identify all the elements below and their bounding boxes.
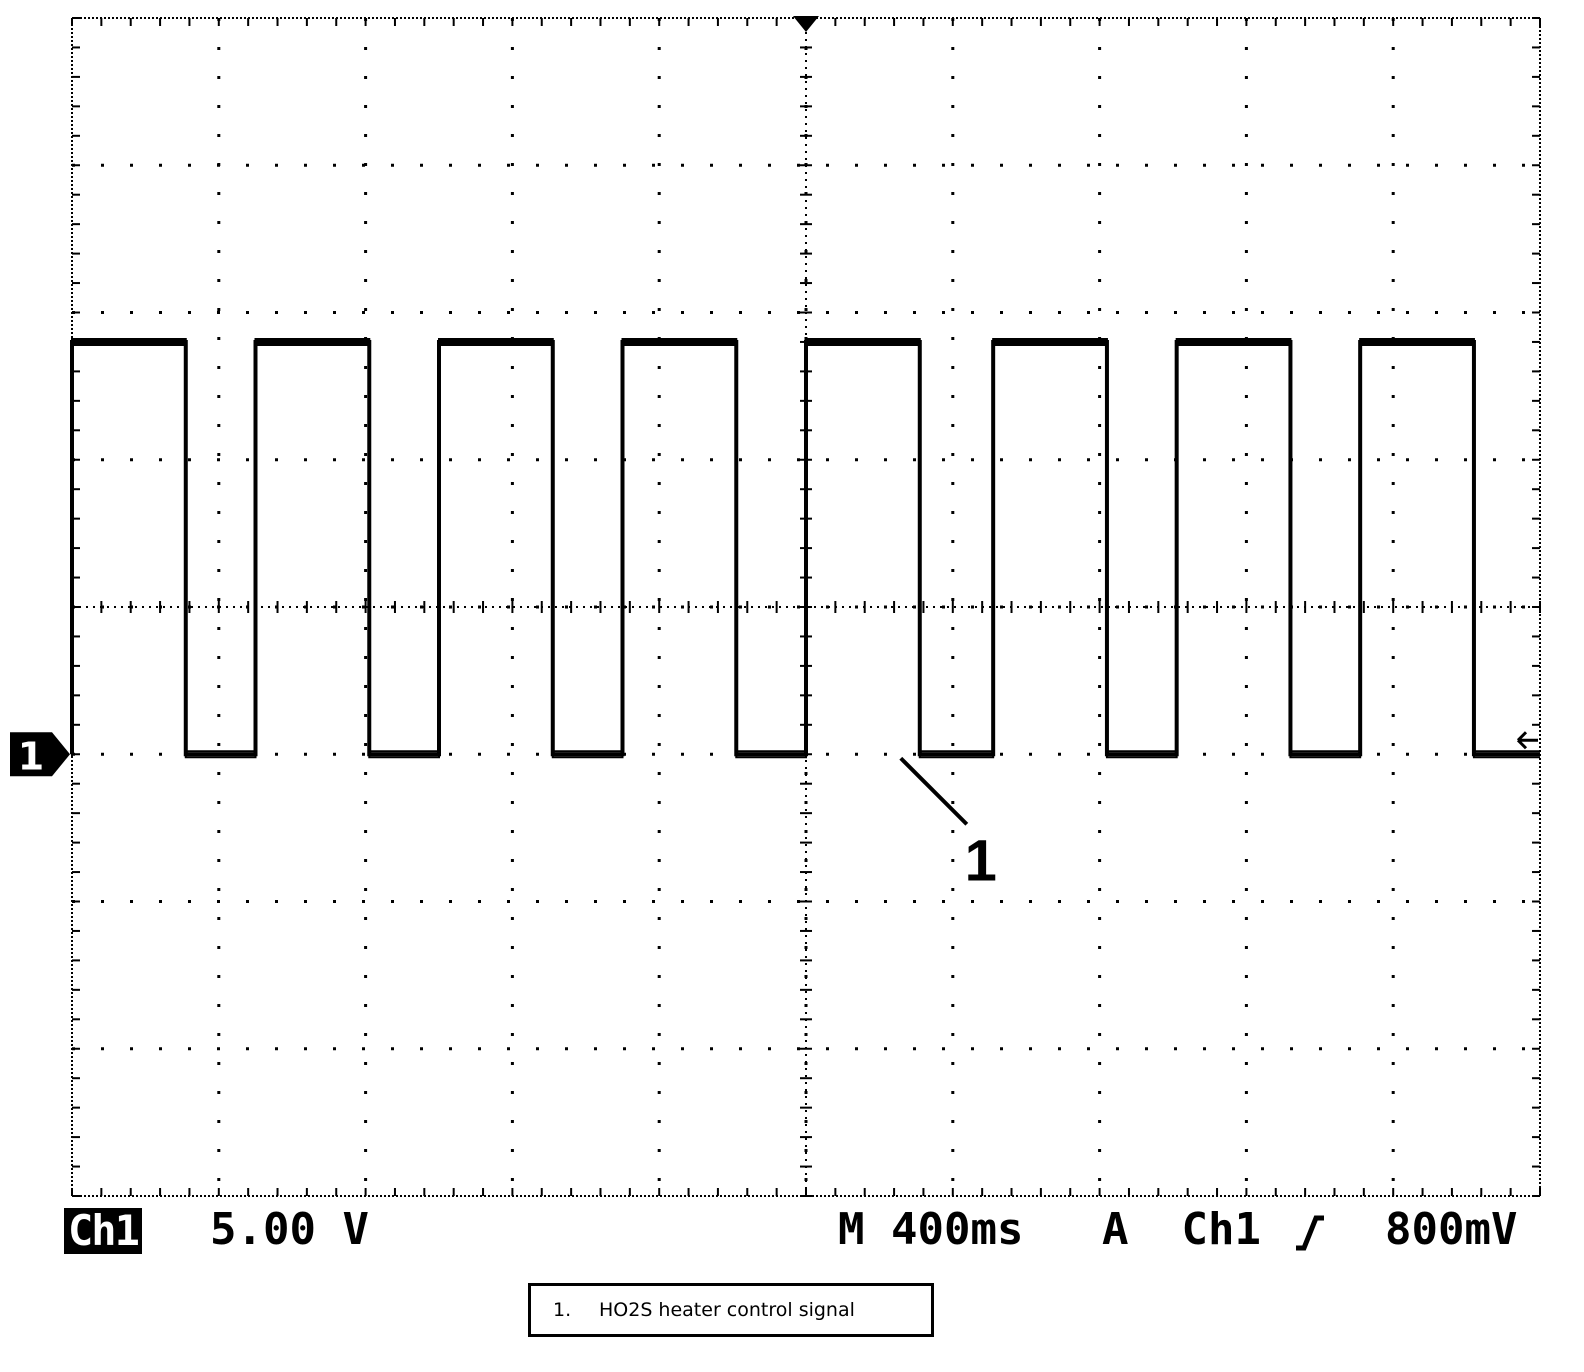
graticule-grid <box>71 17 1541 1197</box>
ground-marker-label: 1 <box>18 734 44 778</box>
timebase-readout: M 400ms <box>838 1204 1024 1255</box>
legend-number: 1. <box>553 1299 572 1321</box>
trigger-level-readout: 800mV <box>1385 1204 1518 1255</box>
ground-marker-box <box>10 732 52 777</box>
annotations: 1 <box>899 756 997 893</box>
trigger-position-marker <box>793 16 819 32</box>
ground-marker-arrow <box>52 732 70 777</box>
ch1-trace <box>70 337 1540 759</box>
channel-badge: Ch1 <box>64 1208 142 1254</box>
annotation-leader-line <box>899 756 969 826</box>
rising-edge-icon <box>1296 1215 1324 1251</box>
annotation-label: 1 <box>965 828 997 893</box>
legend-text: HO2S heater control signal <box>599 1299 855 1321</box>
trigger-level-arrow <box>1516 731 1538 750</box>
ch1-waveform-noise <box>71 337 1540 753</box>
markers: 1 <box>10 16 1538 778</box>
legend-box: 1. HO2S heater control signal <box>528 1283 934 1337</box>
trigger-source-readout: A Ch1 <box>1102 1204 1261 1255</box>
volts-per-div-readout: 5.00 V <box>210 1204 369 1255</box>
